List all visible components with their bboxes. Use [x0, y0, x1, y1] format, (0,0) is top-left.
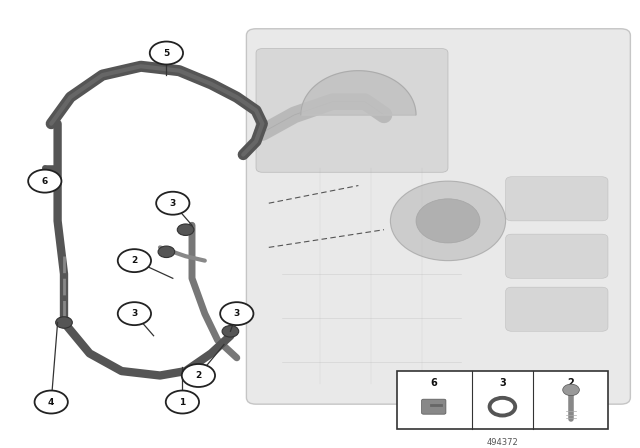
FancyBboxPatch shape — [397, 371, 608, 428]
Circle shape — [563, 384, 579, 396]
Circle shape — [177, 224, 194, 236]
Circle shape — [150, 42, 183, 65]
Text: 5: 5 — [163, 48, 170, 57]
Circle shape — [118, 249, 151, 272]
FancyBboxPatch shape — [256, 48, 448, 172]
Circle shape — [416, 199, 480, 243]
Circle shape — [390, 181, 506, 261]
FancyBboxPatch shape — [506, 177, 608, 221]
Circle shape — [182, 364, 215, 387]
Circle shape — [166, 391, 199, 414]
Circle shape — [28, 170, 61, 193]
FancyBboxPatch shape — [506, 234, 608, 278]
Text: 3: 3 — [131, 309, 138, 318]
FancyBboxPatch shape — [422, 399, 446, 414]
Polygon shape — [301, 71, 416, 115]
Text: 2: 2 — [195, 371, 202, 380]
Circle shape — [222, 326, 239, 337]
FancyBboxPatch shape — [506, 287, 608, 332]
Circle shape — [35, 391, 68, 414]
Circle shape — [490, 398, 515, 415]
Circle shape — [56, 317, 72, 328]
Circle shape — [158, 246, 175, 258]
Text: 2: 2 — [568, 378, 575, 388]
Text: 6: 6 — [42, 177, 48, 185]
Text: 3: 3 — [170, 199, 176, 208]
Text: 2: 2 — [131, 256, 138, 265]
Text: 494372: 494372 — [486, 438, 518, 447]
Circle shape — [118, 302, 151, 325]
Text: 1: 1 — [179, 397, 186, 406]
Text: 3: 3 — [499, 378, 506, 388]
FancyBboxPatch shape — [246, 29, 630, 404]
Text: 6: 6 — [430, 378, 437, 388]
Text: 3: 3 — [234, 309, 240, 318]
Circle shape — [220, 302, 253, 325]
Text: 4: 4 — [48, 397, 54, 406]
Circle shape — [156, 192, 189, 215]
